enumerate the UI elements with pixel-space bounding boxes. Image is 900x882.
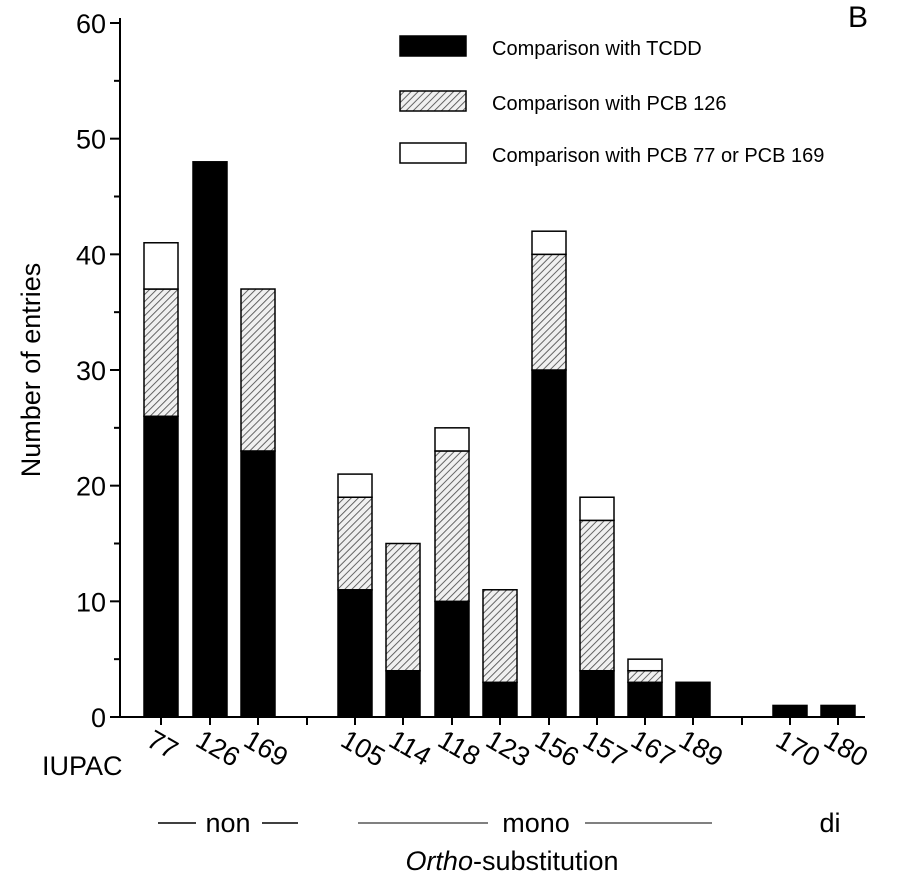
- y-tick-label-60: 60: [76, 9, 106, 39]
- bar-pcb126-105: [337, 496, 373, 591]
- x-tick-label-77: 77: [142, 724, 183, 765]
- y-tick-label-10: 10: [76, 587, 106, 617]
- group-label-di: di: [819, 808, 840, 838]
- bar-tcdd-126: [192, 161, 228, 718]
- legend-label-pcb77-169: Comparison with PCB 77 or PCB 169: [492, 145, 824, 167]
- bar-tcdd-114: [385, 669, 421, 718]
- bar-pcb126-167: [627, 669, 663, 684]
- bar-pcb126-156: [531, 253, 567, 371]
- bar-tcdd-157: [579, 669, 615, 718]
- bar-tcdd-77: [143, 415, 179, 718]
- x-tick-label-169: 169: [239, 724, 293, 773]
- bar-pcb77-169-156: [531, 230, 567, 256]
- legend-swatch-tcdd: [399, 35, 467, 57]
- legend-label-pcb126: Comparison with PCB 126: [492, 93, 727, 115]
- group-label-non: non: [205, 808, 250, 838]
- bar-tcdd-167: [627, 681, 663, 718]
- legend-label-tcdd: Comparison with TCDD: [492, 38, 702, 60]
- bars-layer: [143, 161, 856, 718]
- x-tick-label-105: 105: [336, 724, 390, 773]
- bar-pcb126-169: [240, 288, 276, 452]
- bar-pcb126-157: [579, 519, 615, 672]
- legend: Comparison with TCDD Comparison with PCB …: [399, 35, 824, 167]
- legend-swatch-pcb77-169: [399, 142, 467, 164]
- y-axis-title: Number of entries: [16, 263, 46, 478]
- bar-pcb77-169-157: [579, 496, 615, 522]
- panel-label: B: [848, 1, 868, 34]
- bar-pcb126-123: [482, 589, 518, 684]
- bar-pcb126-77: [143, 288, 179, 418]
- bar-tcdd-169: [240, 450, 276, 718]
- bar-pcb126-118: [434, 450, 470, 603]
- y-tick-label-0: 0: [91, 703, 106, 733]
- y-tick-label-50: 50: [76, 125, 106, 155]
- x-tick-label-180: 180: [819, 724, 873, 773]
- bar-tcdd-105: [337, 589, 373, 718]
- legend-swatch-pcb126: [399, 90, 467, 112]
- bar-pcb77-169-118: [434, 427, 470, 452]
- bar-tcdd-180: [820, 704, 856, 718]
- bar-tcdd-189: [675, 681, 711, 718]
- y-tick-label-40: 40: [76, 240, 106, 270]
- y-tick-label-30: 30: [76, 356, 106, 386]
- x-tick-label-170: 170: [771, 724, 825, 773]
- bar-tcdd-118: [434, 600, 470, 718]
- x-axis-title-italic: Ortho: [405, 846, 473, 876]
- x-tick-label-156: 156: [530, 724, 584, 773]
- bar-tcdd-123: [482, 681, 518, 718]
- x-tick-label-157: 157: [578, 724, 632, 773]
- bar-pcb77-169-167: [627, 658, 663, 672]
- bar-pcb77-169-77: [143, 242, 179, 290]
- bar-pcb77-169-105: [337, 473, 373, 498]
- x-axis-title: Ortho-substitution: [405, 846, 618, 876]
- x-tick-label-118: 118: [433, 724, 485, 772]
- x-tick-label-126: 126: [191, 724, 245, 773]
- y-tick-label-20: 20: [76, 472, 106, 502]
- x-axis-prefix-label: IUPAC: [42, 751, 123, 781]
- x-tick-label-123: 123: [481, 724, 535, 773]
- bar-tcdd-156: [531, 369, 567, 718]
- x-tick-label-167: 167: [626, 724, 680, 773]
- x-tick-label-189: 189: [674, 724, 728, 773]
- group-labels: non mono di: [158, 808, 841, 838]
- group-label-mono: mono: [502, 808, 570, 838]
- bar-tcdd-170: [772, 704, 808, 718]
- bar-pcb126-114: [385, 542, 421, 672]
- x-tick-label-114: 114: [384, 724, 436, 772]
- x-axis-title-rest: -substitution: [473, 846, 619, 876]
